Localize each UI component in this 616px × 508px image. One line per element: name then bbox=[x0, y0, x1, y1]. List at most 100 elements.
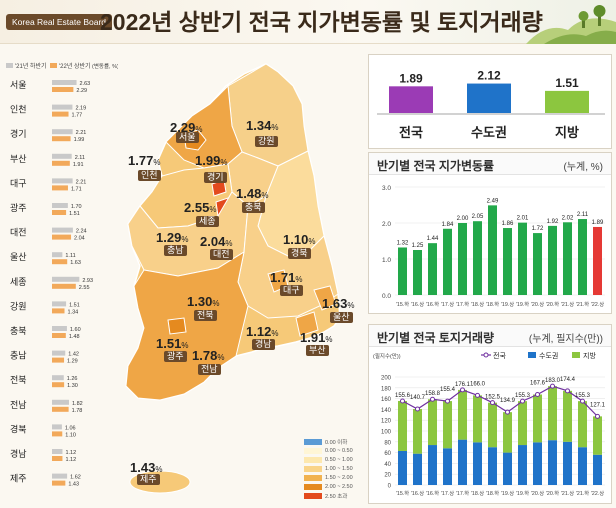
map-percent-sign: % bbox=[308, 237, 316, 246]
change-bar bbox=[533, 233, 542, 295]
map-value-17: 1.43% bbox=[130, 460, 163, 475]
change-xtick: '17.하 bbox=[456, 300, 469, 308]
legend-marker-swatch bbox=[483, 352, 489, 358]
map-value-12: 1.63% bbox=[322, 296, 355, 311]
change-panel-header: 반기별 전국 지가변동률 (누계, %) bbox=[369, 153, 611, 175]
region-prev-value: 1.06 bbox=[65, 425, 76, 431]
change-bar bbox=[458, 223, 467, 295]
volume-local-bar bbox=[458, 389, 467, 440]
volume-panel: 반기별 전국 토지거래량 (누계, 필지수(만)) (필지수(만)) 전국 수도권 지… bbox=[368, 324, 612, 504]
map-region-14: 전남 bbox=[198, 364, 221, 375]
volume-metro-bar bbox=[503, 452, 512, 485]
volume-xtick: '20.하 bbox=[546, 489, 559, 497]
volume-metro-bar bbox=[578, 447, 587, 485]
volume-total-point bbox=[445, 398, 450, 404]
volume-local-bar bbox=[503, 412, 512, 453]
volume-xtick: '22.상 bbox=[591, 489, 604, 497]
volume-total-label: 134.9 bbox=[500, 398, 516, 404]
region-prev-value: 2.93 bbox=[82, 278, 93, 284]
volume-ytick: 0 bbox=[388, 484, 392, 490]
region-curr-value: 1.29 bbox=[67, 359, 78, 365]
region-prev-value: 1.82 bbox=[72, 401, 83, 407]
region-curr-bar bbox=[52, 308, 65, 314]
region-name-label: 전북 bbox=[10, 375, 27, 385]
map-value-10: 1.71% bbox=[270, 270, 303, 285]
volume-ytick: 60 bbox=[384, 451, 391, 457]
volume-metro-bar bbox=[518, 445, 527, 485]
region-prev-value: 1.26 bbox=[67, 376, 78, 382]
region-curr-bar bbox=[52, 136, 71, 142]
region-name-label: 대전 bbox=[10, 228, 27, 238]
region-name-label: 전남 bbox=[10, 400, 27, 410]
change-ytick: 2.0 bbox=[382, 221, 391, 228]
region-prev-bar bbox=[52, 424, 62, 430]
map-percent-sign: % bbox=[181, 341, 189, 350]
change-value-label: 2.11 bbox=[577, 212, 589, 218]
brand-badge: Korea Real Estate Board bbox=[6, 14, 113, 30]
legend-row: 0.50 ~ 1.00 bbox=[304, 456, 353, 464]
region-curr-value: 1.91 bbox=[73, 162, 84, 168]
legend-unit-label: (변동률, %) bbox=[92, 62, 118, 70]
change-xtick: '21.상 bbox=[561, 300, 574, 308]
map-percent-sign: % bbox=[195, 125, 203, 134]
map-value-14: 1.78% bbox=[192, 348, 225, 363]
map-percent-sign: % bbox=[295, 275, 303, 284]
summary-value: 2.12 bbox=[477, 69, 501, 83]
region-prev-value: 2.63 bbox=[80, 81, 91, 87]
region-curr-value: 1.10 bbox=[65, 432, 76, 438]
volume-xtick: '18.하 bbox=[486, 489, 499, 497]
volume-xtick: '17.상 bbox=[441, 489, 454, 497]
volume-ytick: 200 bbox=[381, 376, 392, 382]
region-name-label: 충북 bbox=[10, 326, 27, 336]
volume-axis-unit: (필지수(만)) bbox=[373, 352, 401, 360]
change-bar bbox=[488, 205, 497, 295]
region-curr-bar bbox=[52, 283, 76, 289]
volume-ytick: 100 bbox=[381, 430, 392, 436]
map-value-9: 1.10% bbox=[283, 232, 316, 247]
volume-total-label: 158.8 bbox=[425, 391, 441, 397]
map-percent-sign: % bbox=[271, 329, 279, 338]
change-bar bbox=[398, 247, 407, 295]
volume-total-label: 152.5 bbox=[485, 395, 501, 401]
region-curr-bar bbox=[52, 406, 69, 412]
map-region-13: 광주 bbox=[164, 351, 187, 362]
region-prev-bar bbox=[52, 350, 66, 356]
region-name-label: 부산 bbox=[10, 154, 27, 164]
map-region-9: 경북 bbox=[288, 248, 311, 259]
volume-total-point bbox=[550, 383, 555, 389]
volume-local-bar bbox=[413, 409, 422, 454]
region-name-label: 인천 bbox=[10, 105, 27, 115]
volume-metro-bar bbox=[593, 454, 602, 485]
summary-bar-chart: 1.89 전국 2.12 수도권 1.51 지방 bbox=[377, 69, 605, 140]
map-percent-sign: % bbox=[220, 158, 228, 167]
map-region-3: 경기 bbox=[204, 172, 227, 183]
volume-total-point bbox=[520, 398, 525, 404]
change-xtick: '20.하 bbox=[546, 300, 559, 308]
volume-xtick: '17.하 bbox=[456, 489, 469, 497]
hills-decoration-icon bbox=[526, 5, 616, 44]
volume-local-bar bbox=[488, 402, 497, 448]
region-prev-bar bbox=[52, 375, 64, 381]
change-panel-title: 반기별 전국 지가변동률 bbox=[377, 159, 495, 173]
volume-legend-label: 지방 bbox=[583, 351, 596, 360]
region-prev-bar bbox=[52, 326, 67, 331]
volume-local-bar bbox=[443, 401, 452, 449]
region-prev-bar bbox=[52, 203, 68, 208]
change-xtick: '15.하 bbox=[396, 300, 409, 308]
region-curr-value: 1.43 bbox=[68, 482, 79, 488]
region-curr-value: 1.99 bbox=[74, 137, 85, 143]
volume-total-point bbox=[505, 409, 510, 415]
volume-total-label: 183.0 bbox=[545, 378, 561, 384]
map-percent-sign: % bbox=[325, 335, 333, 344]
change-xtick: '17.상 bbox=[441, 300, 454, 308]
map-percent-sign: % bbox=[155, 465, 163, 474]
region-prev-bar bbox=[52, 301, 67, 307]
map-region-4: 강원 bbox=[255, 136, 278, 147]
region-curr-value: 2.55 bbox=[79, 285, 90, 291]
summary-bar bbox=[467, 83, 511, 113]
map-region-12: 울산 bbox=[330, 312, 353, 323]
volume-metro-bar bbox=[398, 450, 407, 485]
change-xtick: '19.하 bbox=[516, 300, 529, 308]
change-value-label: 1.92 bbox=[547, 219, 559, 225]
region-prev-value: 1.51 bbox=[69, 302, 80, 308]
